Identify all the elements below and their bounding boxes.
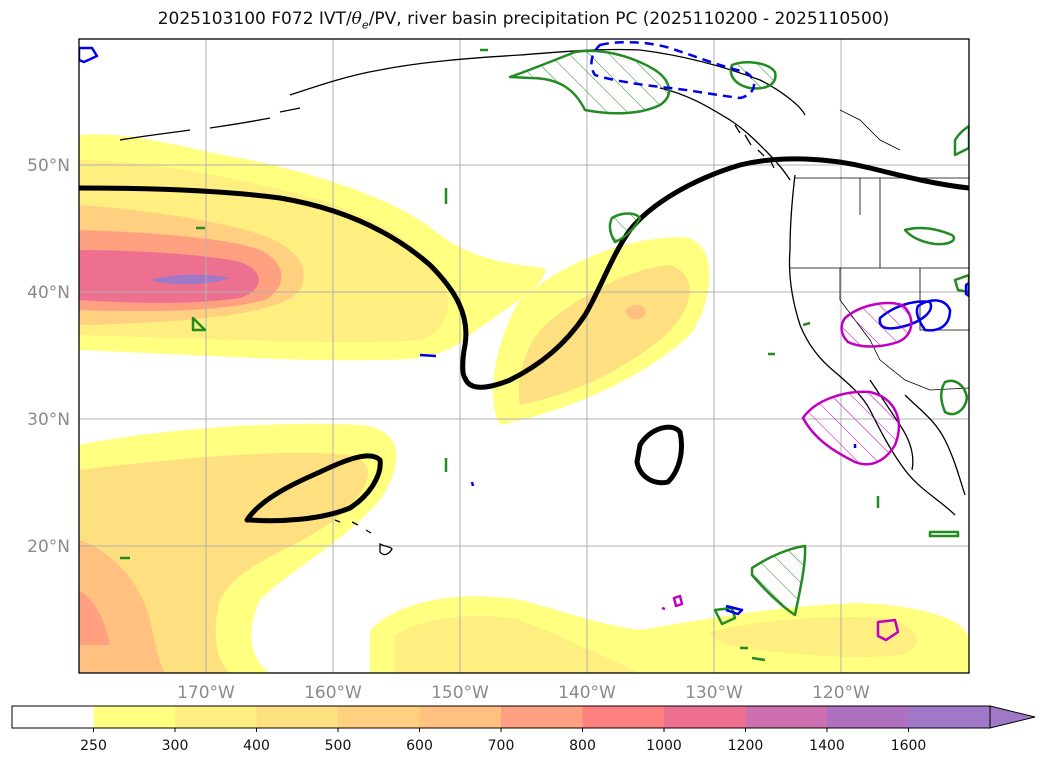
green-gulf-region <box>729 61 777 90</box>
green-offshore-bc <box>608 212 642 244</box>
gulf-of-california <box>904 394 966 496</box>
colorbar-tick-label: 1400 <box>809 738 845 754</box>
blue-nevada <box>915 299 952 332</box>
green-rockies-east <box>953 273 969 294</box>
lon-label-130w: 130°W <box>685 683 743 703</box>
colorbar-segment-9 <box>745 706 828 728</box>
colorbar-tick-label: 400 <box>243 738 270 754</box>
ivt-field <box>79 134 969 673</box>
colorbar-extend-arrow <box>989 705 1036 729</box>
ivt-plume-east-600 <box>625 305 646 320</box>
lat-label-20: 20°N <box>27 537 70 557</box>
colorbar-tick-label: 1200 <box>728 738 764 754</box>
lon-label-170w: 170°W <box>177 683 235 703</box>
magenta-california <box>840 301 913 348</box>
lon-label-120w: 120°W <box>812 683 870 703</box>
hawaii-islands <box>334 519 393 556</box>
lon-label-140w: 140°W <box>558 683 616 703</box>
colorbar-segment-10 <box>827 706 909 728</box>
ivt-itcz-300b <box>710 617 918 658</box>
blue-east-edge <box>964 281 969 298</box>
ivt-subtropical-400 <box>79 452 369 673</box>
longitude-labels: 170°W 160°W 150°W 140°W 130°W 120°W <box>177 683 870 703</box>
colorbar-tick-label: 800 <box>569 738 596 754</box>
magenta-small <box>661 594 684 611</box>
colorbar-segment-2 <box>175 706 257 728</box>
magenta-tropical-east <box>876 618 900 642</box>
colorbar-segment-11 <box>908 706 991 728</box>
lon-label-150w: 150°W <box>431 683 489 703</box>
map-title: 2025103100 F072 IVT/θe/PV, river basin p… <box>157 9 890 32</box>
lon-label-160w: 160°W <box>304 683 362 703</box>
west-coast <box>788 174 956 516</box>
latitude-labels: 20°N 30°N 40°N 50°N <box>27 156 70 557</box>
colorbar-tick-label: 250 <box>80 738 107 754</box>
colorbar-segment-1 <box>93 706 176 728</box>
green-central-pacific-small <box>191 316 207 332</box>
colorbar-tick-label: 1600 <box>891 738 927 754</box>
colorbar-segment-7 <box>582 706 665 728</box>
colorbar-segment-0 <box>12 706 94 728</box>
lat-label-50: 50°N <box>27 156 70 176</box>
green-baja-strip <box>928 530 960 538</box>
colorbar-tick-label: 500 <box>325 738 352 754</box>
aleutians <box>119 107 301 141</box>
colorbar-segment-3 <box>256 706 339 728</box>
ivt-itcz-300 <box>395 615 640 673</box>
lat-label-30: 30°N <box>27 410 70 430</box>
map-frame <box>78 38 970 674</box>
colorbar-segment-4 <box>338 706 420 728</box>
gulf-of-alaska-coast <box>659 87 791 181</box>
colorbar-tick-label: 600 <box>406 738 433 754</box>
pv-closed-contour-subtropics <box>244 453 383 524</box>
colorbar-segment-5 <box>419 706 502 728</box>
green-mexico-east <box>940 379 969 416</box>
blue-small-marks <box>419 353 857 616</box>
ivt-ar-north-1400 <box>150 274 230 285</box>
pv-cutoff-contour <box>634 424 684 486</box>
green-tropical-south <box>713 606 737 626</box>
ivt-plume-east-400 <box>518 265 690 405</box>
colorbar-tick-label: 1000 <box>646 738 682 754</box>
blue-top-left-corner <box>79 46 99 64</box>
lat-label-40: 40°N <box>27 283 70 303</box>
green-east-edge-north <box>953 124 969 157</box>
colorbar-tick-label: 300 <box>162 738 189 754</box>
precip-pc-contours <box>79 40 969 662</box>
colorbar-segment-6 <box>501 706 583 728</box>
pv-main-contour <box>79 156 969 390</box>
blue-alaska-dashed <box>590 40 756 100</box>
green-idaho <box>903 226 956 246</box>
green-tropical-east <box>750 544 807 617</box>
colorbar-tick-label: 700 <box>488 738 515 754</box>
canada-coast-islands <box>734 124 775 169</box>
pv-contours <box>79 156 969 524</box>
green-small-marks <box>120 48 880 662</box>
colorbar: 250 300 400 500 600 700 800 1000 1200 1400 1600 <box>11 705 1036 754</box>
magenta-baja <box>801 390 901 466</box>
colorbar-segment-8 <box>664 706 746 728</box>
ivt-subtropical-700 <box>79 590 110 645</box>
